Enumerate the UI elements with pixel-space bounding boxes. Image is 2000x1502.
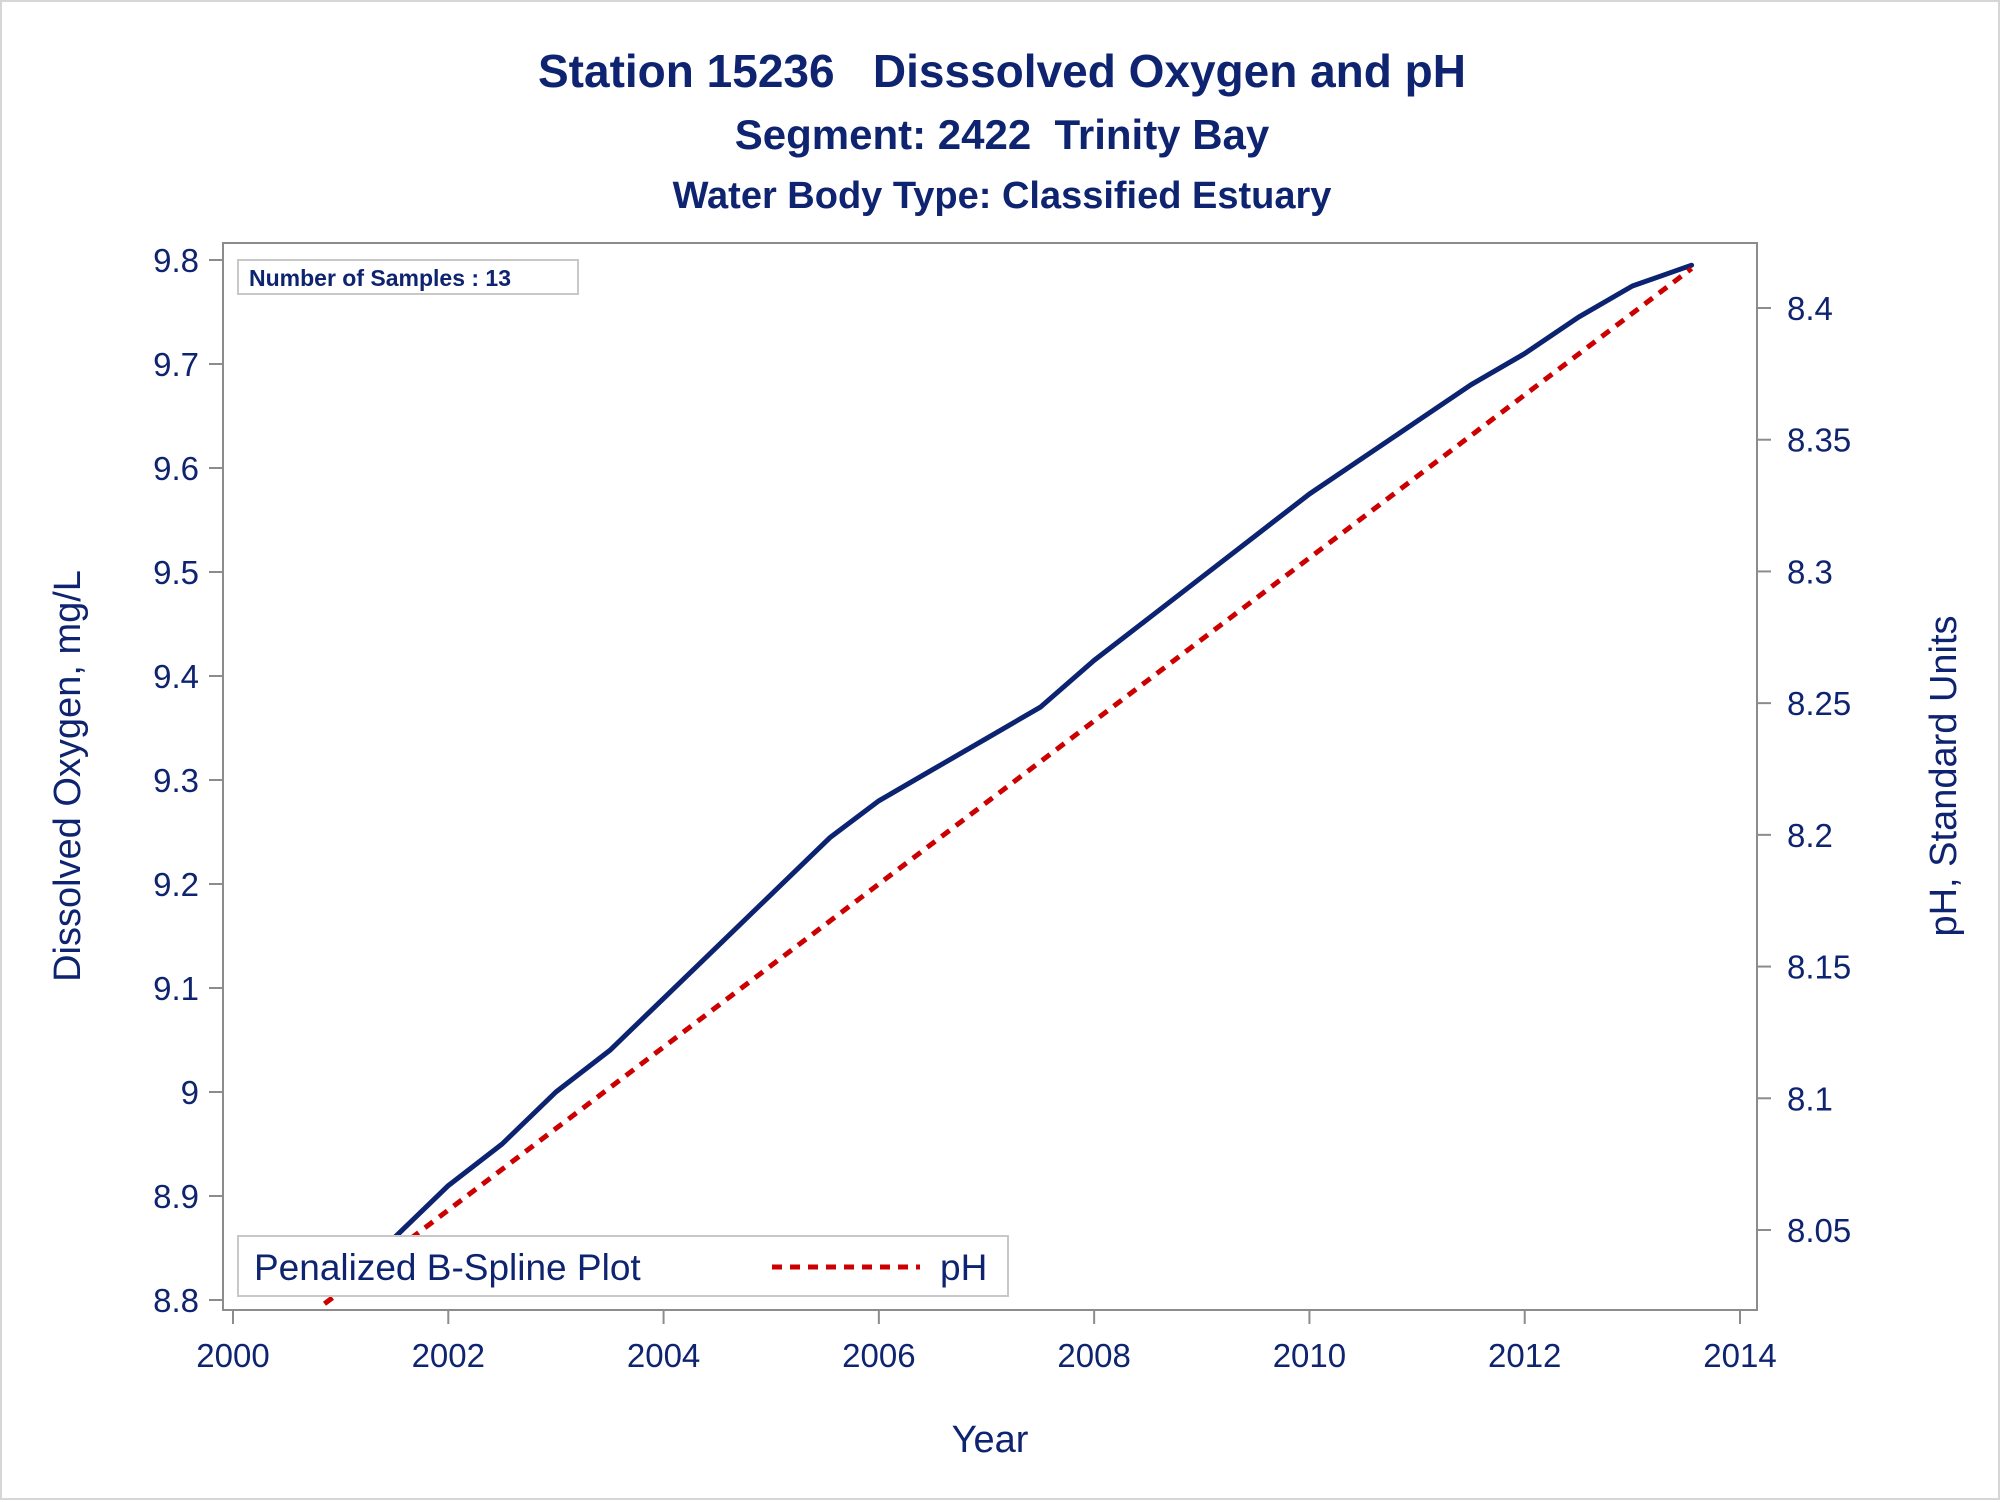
right-y-axis-label: pH, Standard Units bbox=[1923, 615, 1965, 936]
left-y-tick-label-9.1: 9.1 bbox=[153, 970, 199, 1007]
x-tick-label-2002: 2002 bbox=[412, 1337, 485, 1374]
left-y-tick-label-8.8: 8.8 bbox=[153, 1282, 199, 1319]
x-tick-label-2006: 2006 bbox=[842, 1337, 915, 1374]
right-y-tick-label-8.25: 8.25 bbox=[1787, 685, 1851, 722]
x-tick-label-2014: 2014 bbox=[1703, 1337, 1776, 1374]
left-y-tick-label-9.7: 9.7 bbox=[153, 346, 199, 383]
left-y-tick-label-8.9: 8.9 bbox=[153, 1178, 199, 1215]
series-line-dissolved-oxygen bbox=[322, 262, 1695, 1282]
x-tick-label-2010: 2010 bbox=[1273, 1337, 1346, 1374]
x-tick-label-2004: 2004 bbox=[627, 1337, 700, 1374]
left-y-tick-label-9.8: 9.8 bbox=[153, 242, 199, 279]
left-y-axis-label: Dissolved Oxygen, mg/L bbox=[47, 570, 89, 982]
x-tick-label-2000: 2000 bbox=[196, 1337, 269, 1374]
left-y-tick-label-9.2: 9.2 bbox=[153, 866, 199, 903]
right-y-tick-label-8.35: 8.35 bbox=[1787, 422, 1851, 459]
series-line-ph bbox=[322, 266, 1694, 1306]
legend-title: Penalized B-Spline Plot bbox=[254, 1247, 641, 1288]
legend-ph-label: pH bbox=[940, 1247, 987, 1288]
left-y-axis-ticks: 8.8 8.9 9 9.1 9.2 9.3 9.4 9.5 9.6 9.7 9.8 bbox=[153, 242, 223, 1319]
sample-count-text: Number of Samples : 13 bbox=[249, 265, 511, 291]
right-y-tick-label-8.15: 8.15 bbox=[1787, 949, 1851, 986]
chart-subtitle-water-body: Water Body Type: Classified Estuary bbox=[673, 175, 1332, 217]
x-tick-label-2008: 2008 bbox=[1057, 1337, 1130, 1374]
chart-title: Station 15236 Disssolved Oxygen and pH bbox=[538, 45, 1466, 97]
right-y-axis-ticks: 8.05 8.1 8.15 8.2 8.25 8.3 8.35 8.4 bbox=[1757, 290, 1851, 1249]
right-y-tick-label-8.05: 8.05 bbox=[1787, 1212, 1851, 1249]
chart-subtitle-segment: Segment: 2422 Trinity Bay bbox=[735, 111, 1270, 158]
x-tick-label-2012: 2012 bbox=[1488, 1337, 1561, 1374]
sample-count-box bbox=[237, 259, 579, 295]
x-axis-ticks: 2000 2002 2004 2006 2008 2010 2012 2014 bbox=[196, 1310, 1777, 1374]
right-y-tick-label-8.1: 8.1 bbox=[1787, 1080, 1833, 1117]
right-y-tick-label-8.4: 8.4 bbox=[1787, 290, 1833, 327]
right-y-tick-label-8.3: 8.3 bbox=[1787, 553, 1833, 590]
left-y-tick-label-9.4: 9.4 bbox=[153, 658, 199, 695]
left-y-tick-label-9: 9 bbox=[181, 1074, 199, 1111]
left-y-tick-label-9.6: 9.6 bbox=[153, 450, 199, 487]
legend-box bbox=[237, 1235, 1009, 1297]
plot-area-frame bbox=[222, 242, 1758, 1311]
x-axis-label: Year bbox=[952, 1419, 1029, 1461]
left-y-tick-label-9.5: 9.5 bbox=[153, 554, 199, 591]
left-y-tick-label-9.3: 9.3 bbox=[153, 762, 199, 799]
right-y-tick-label-8.2: 8.2 bbox=[1787, 817, 1833, 854]
